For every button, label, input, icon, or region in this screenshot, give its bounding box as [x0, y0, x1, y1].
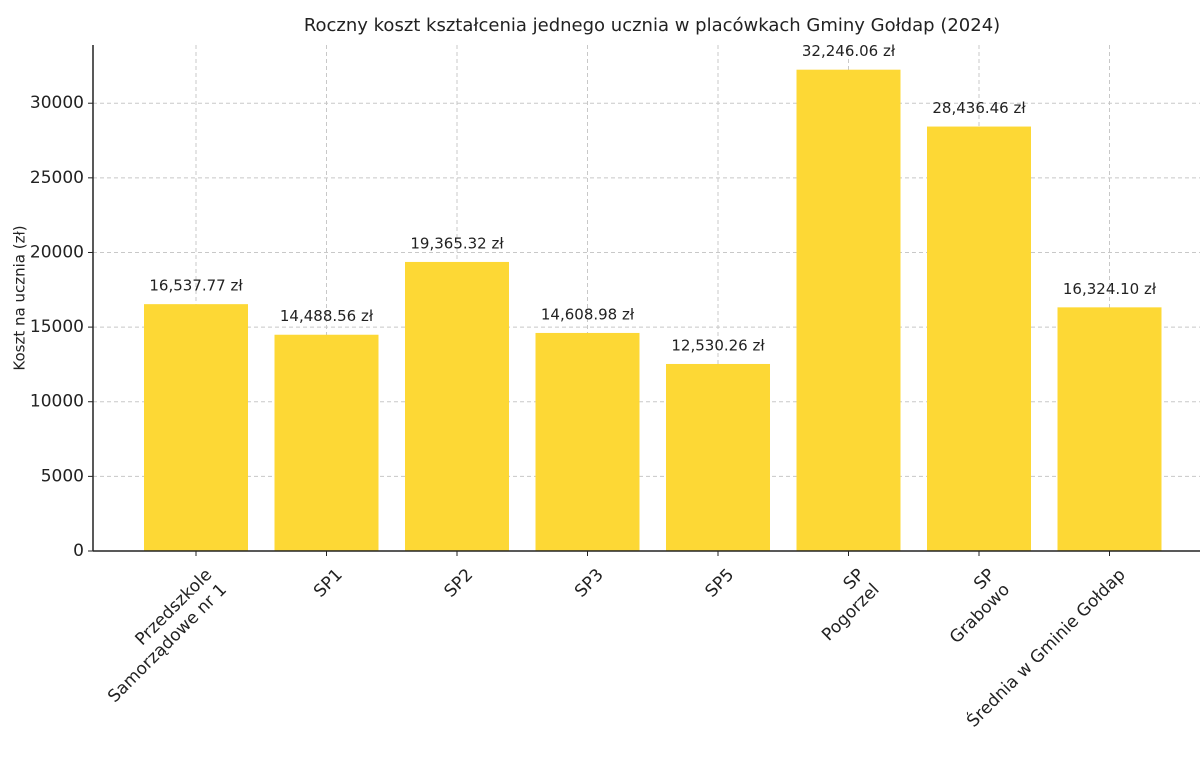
value-label: 32,246.06 zł	[802, 42, 896, 60]
value-label: 12,530.26 zł	[671, 336, 765, 354]
x-tick-label: SP5	[701, 565, 738, 602]
y-tick-label: 10000	[30, 392, 84, 412]
value-label: 16,537.77 zł	[149, 277, 243, 295]
x-tick-label: SPGrabowo	[931, 565, 1014, 648]
y-tick-label: 20000	[30, 242, 84, 262]
value-label: 16,324.10 zł	[1063, 280, 1157, 298]
bar	[1057, 307, 1162, 551]
bar	[405, 261, 509, 551]
value-label: 14,488.56 zł	[280, 307, 374, 325]
bar	[535, 332, 640, 551]
x-tick-label: SP2	[440, 565, 477, 602]
y-tick-label: 15000	[30, 317, 84, 337]
bar	[927, 126, 1031, 552]
value-label: 28,436.46 zł	[932, 99, 1026, 117]
bar	[274, 334, 379, 551]
y-tick-label: 30000	[30, 93, 84, 113]
bar	[666, 363, 770, 551]
x-tick-label: SP3	[571, 565, 608, 602]
x-tick-label: PrzedszkoleSamorządowe nr 1	[89, 565, 231, 707]
y-axis-label: Koszt na ucznia (zł)	[11, 225, 29, 370]
y-tick-label: 0	[73, 541, 84, 561]
y-tick-label: 25000	[30, 168, 84, 188]
x-tick-label: SP1	[310, 565, 347, 602]
chart-title: Roczny koszt kształcenia jednego ucznia …	[304, 15, 1000, 36]
bar	[144, 304, 248, 551]
bar	[796, 69, 901, 551]
x-tick-label: SPPogorzel	[803, 565, 883, 645]
value-label: 14,608.98 zł	[541, 305, 635, 323]
value-label: 19,365.32 zł	[410, 234, 504, 252]
y-tick-label: 5000	[41, 466, 84, 486]
